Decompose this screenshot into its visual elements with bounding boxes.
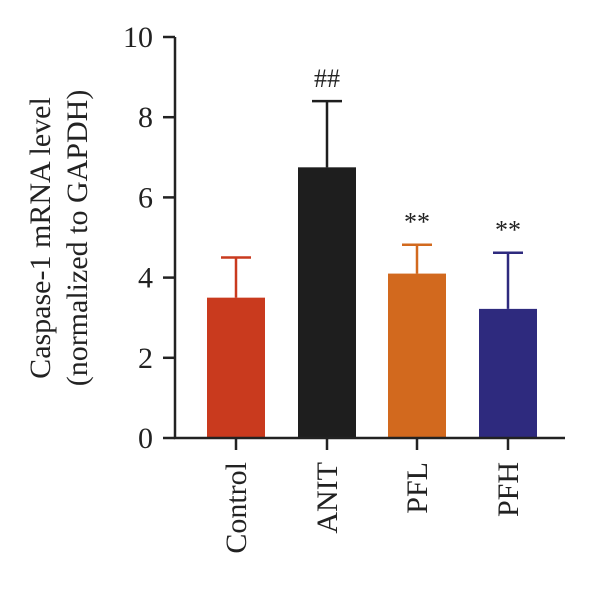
y-tick-label: 8 xyxy=(138,101,153,134)
category-label-pfh: PFH xyxy=(492,462,525,517)
y-axis-label-line-1: Caspase-1 mRNA level xyxy=(24,97,57,379)
error-bars xyxy=(221,99,523,309)
category-label-anit: ANIT xyxy=(311,462,344,534)
annotation-anit: ## xyxy=(314,64,340,93)
category-labels: Control ANIT PFL PFH xyxy=(220,438,525,554)
bar-pfh xyxy=(479,308,537,438)
significance-annotations: ## ** ** xyxy=(314,64,521,245)
y-axis-label-line-2: (normalized to GAPDH) xyxy=(61,90,94,387)
y-tick-label: 10 xyxy=(123,21,153,54)
category-label-control: Control xyxy=(220,462,253,554)
y-tick-label: 4 xyxy=(138,262,153,295)
bars xyxy=(207,167,537,438)
y-tick-label: 6 xyxy=(138,181,153,214)
annotation-pfh: ** xyxy=(495,216,521,245)
bar-control xyxy=(207,297,265,438)
y-axis-ticks: 0 2 4 6 8 10 xyxy=(123,21,175,455)
bar-pfl xyxy=(388,273,446,438)
y-tick-label: 2 xyxy=(138,342,153,375)
category-label-pfl: PFL xyxy=(401,462,434,514)
axes xyxy=(173,37,565,440)
y-tick-label: 0 xyxy=(138,422,153,455)
bar-anit xyxy=(298,167,356,438)
annotation-pfl: ** xyxy=(404,208,430,237)
